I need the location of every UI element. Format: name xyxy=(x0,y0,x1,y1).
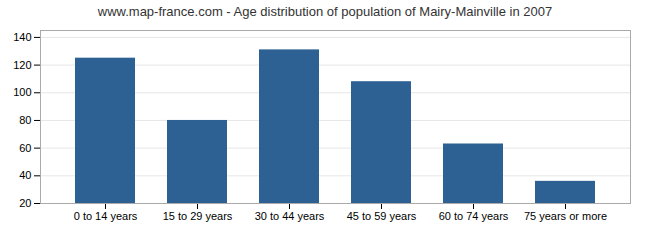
svg-text:20: 20 xyxy=(19,197,31,209)
svg-text:75 years or more: 75 years or more xyxy=(524,210,607,222)
svg-text:40: 40 xyxy=(19,169,31,181)
svg-text:45 to 59 years: 45 to 59 years xyxy=(347,210,417,222)
svg-text:80: 80 xyxy=(19,114,31,126)
svg-text:30 to 44 years: 30 to 44 years xyxy=(255,210,325,222)
svg-text:60: 60 xyxy=(19,142,31,154)
svg-text:140: 140 xyxy=(13,31,31,43)
svg-text:60 to 74 years: 60 to 74 years xyxy=(439,210,509,222)
svg-text:15 to 29 years: 15 to 29 years xyxy=(163,210,233,222)
svg-text:100: 100 xyxy=(13,86,31,98)
svg-text:120: 120 xyxy=(13,59,31,71)
svg-text:0 to 14 years: 0 to 14 years xyxy=(74,210,138,222)
html-text:www.map-france.com - Age distr: www.map-france.com - Age distribution of… xyxy=(97,4,553,19)
